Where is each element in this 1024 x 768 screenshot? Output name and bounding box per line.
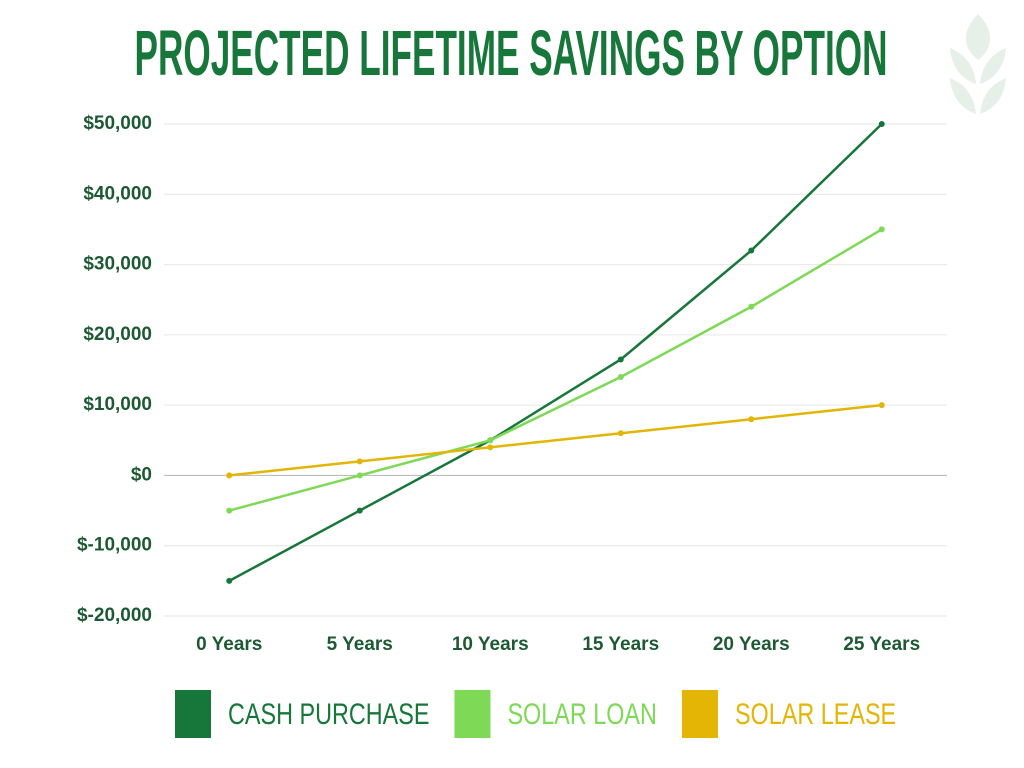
legend-label: CASH PURCHASE	[228, 697, 429, 730]
legend-label: SOLAR LEASE	[735, 697, 896, 730]
legend-swatch	[681, 690, 718, 738]
x-tick-label: 10 Years	[452, 634, 529, 655]
y-tick-label: $40,000	[83, 183, 152, 204]
data-point	[878, 226, 885, 233]
data-point	[617, 356, 624, 363]
series-line	[228, 123, 883, 582]
chart-title: PROJECTED LIFETIME SAVINGS BY OPTION	[135, 17, 888, 89]
x-tick-label: 20 Years	[713, 634, 790, 655]
x-tick-label: 15 Years	[582, 634, 659, 655]
data-point	[487, 437, 494, 444]
x-tick-label: 5 Years	[327, 634, 393, 655]
data-point	[617, 374, 624, 381]
data-point	[226, 472, 233, 479]
data-point	[226, 577, 233, 584]
data-point	[748, 303, 755, 310]
y-tick-label: $10,000	[83, 394, 152, 415]
data-point	[617, 430, 624, 437]
y-tick-label: $-20,000	[77, 605, 152, 626]
data-point	[356, 472, 363, 479]
x-tick-label: 25 Years	[843, 634, 920, 655]
x-tick-label: 0 Years	[196, 634, 262, 655]
y-tick-label: $30,000	[83, 254, 152, 275]
data-point	[748, 416, 755, 423]
y-tick-label: $-10,000	[77, 535, 152, 556]
legend-swatch	[175, 690, 211, 738]
data-point	[748, 247, 755, 254]
legend-label: SOLAR LOAN	[507, 697, 656, 730]
legend-swatch	[454, 690, 491, 738]
y-tick-label: $20,000	[83, 324, 152, 345]
logo	[950, 14, 1006, 114]
data-point	[878, 402, 885, 409]
data-point	[226, 507, 233, 514]
y-tick-label: $50,000	[83, 113, 152, 134]
y-tick-label: $0	[131, 464, 152, 485]
data-point	[487, 444, 494, 451]
series-line	[228, 228, 883, 512]
data-point	[878, 121, 885, 127]
series-line	[229, 403, 882, 477]
data-point	[356, 507, 363, 514]
data-point	[356, 458, 363, 465]
